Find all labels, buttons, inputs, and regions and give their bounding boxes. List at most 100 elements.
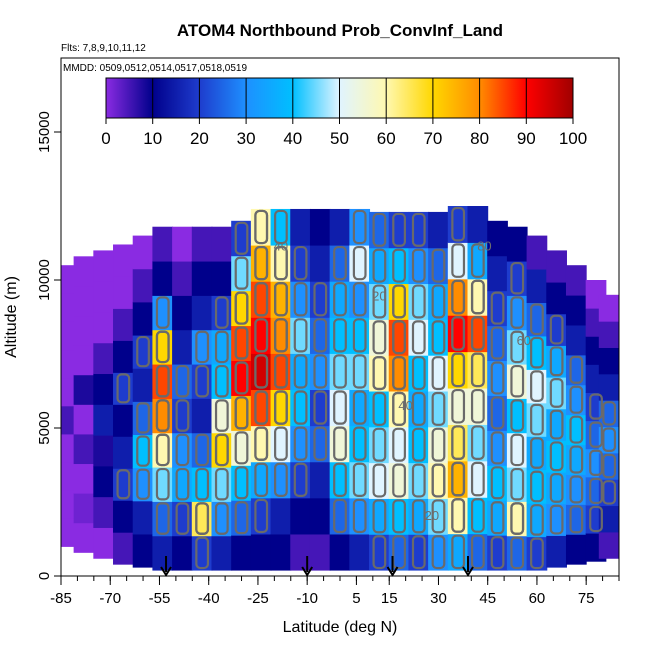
- heat-cell: [369, 319, 390, 356]
- heat-cell: [290, 245, 311, 282]
- heat-cell: [61, 490, 75, 519]
- heat-cell: [506, 364, 528, 399]
- contour-line: [214, 399, 229, 432]
- y-axis: 0 5000 10000 15000: [36, 111, 61, 580]
- heat-cell: [290, 533, 311, 571]
- contour-line: [451, 352, 466, 388]
- contour-line: [549, 346, 564, 377]
- heat-cell: [172, 226, 193, 262]
- contour-line: [510, 536, 525, 570]
- contour-line: [589, 477, 603, 505]
- flight-arrow: [462, 556, 474, 577]
- heat-cell: [172, 501, 193, 537]
- heat-cell: [152, 432, 174, 468]
- heat-cell: [506, 501, 528, 537]
- heat-cell: [250, 281, 272, 318]
- heat-cell: [231, 360, 252, 396]
- contour-line: [214, 467, 229, 501]
- contour-line: [136, 402, 150, 434]
- heat-cell: [388, 498, 410, 535]
- heat-cell: [487, 430, 508, 466]
- contour-line: [195, 364, 210, 398]
- heat-cell: [211, 295, 233, 331]
- heat-cell: [93, 465, 115, 498]
- contour-line: [569, 385, 584, 414]
- contour-line: [313, 354, 328, 389]
- heat-cell: [369, 426, 390, 464]
- heat-cell: [270, 425, 292, 463]
- heat-cell: [598, 294, 619, 322]
- colorbar-tick-label: 100: [559, 129, 587, 148]
- heat-cell: [152, 226, 174, 262]
- contour-line: [411, 499, 426, 534]
- contour-line: [274, 462, 288, 497]
- heat-cell: [467, 497, 489, 535]
- heat-cell: [408, 283, 430, 320]
- heat-cell: [61, 293, 75, 322]
- contour-line: [451, 388, 466, 424]
- colorbar: 0 10 20 30 40 50 60 70 80 90 100: [101, 77, 587, 148]
- heat-cell: [349, 425, 371, 463]
- contour-labels: 40 20 40 20 80 60: [274, 238, 531, 522]
- contour-line: [274, 245, 288, 281]
- contour-line: [602, 401, 617, 426]
- contour-line: [333, 390, 347, 425]
- contour-line: [274, 354, 288, 389]
- heat-cell: [526, 436, 548, 471]
- contour-line: [602, 427, 617, 452]
- heat-cell: [349, 389, 371, 427]
- heat-cell: [73, 315, 95, 346]
- heat-cell: [152, 501, 174, 537]
- contour-line: [155, 502, 170, 535]
- contour-line: [234, 501, 249, 535]
- heat-cell: [113, 276, 134, 309]
- heat-cell: [546, 408, 567, 441]
- contour-line: [352, 209, 367, 245]
- contour-line: [411, 212, 426, 247]
- contour-line: [254, 354, 269, 389]
- heat-cell: [428, 391, 449, 428]
- heat-cell: [467, 206, 489, 243]
- contour-line: [411, 248, 426, 283]
- heat-cell: [172, 364, 193, 399]
- contour-line: [234, 431, 249, 465]
- x-tick-label: -40: [198, 590, 220, 607]
- heat-cell: [598, 347, 619, 375]
- heat-cell: [487, 395, 508, 431]
- heat-cell: [132, 467, 154, 502]
- heat-cell: [290, 497, 311, 535]
- heat-cell: [73, 374, 95, 405]
- x-tick-label: -70: [99, 590, 121, 607]
- contour-line: [254, 390, 269, 425]
- contour-line: [254, 209, 269, 245]
- contour-line: [392, 212, 406, 247]
- contour-line: [372, 535, 387, 570]
- contour-line: [352, 282, 367, 317]
- heat-cell: [329, 461, 351, 499]
- heat-cell: [152, 261, 174, 296]
- heat-cell: [250, 353, 272, 391]
- heat-cell: [73, 285, 95, 317]
- heat-cell: [506, 295, 528, 331]
- contour-line: [254, 426, 269, 461]
- contour-line: [274, 282, 288, 317]
- heat-cell: [113, 404, 134, 437]
- heat-cell: [211, 398, 233, 434]
- heat-cell: [172, 329, 193, 365]
- contour-line: [451, 206, 466, 242]
- heat-cell: [598, 505, 619, 533]
- contour-line: [372, 427, 387, 462]
- contour-line: [451, 534, 466, 570]
- contour-line: [470, 243, 485, 278]
- heat-cell: [408, 247, 430, 285]
- contour-line: [392, 463, 406, 498]
- heat-cell: [447, 242, 469, 280]
- heat-cell: [329, 281, 351, 318]
- colorbar-tick-label: 60: [377, 129, 396, 148]
- heat-cell: [211, 432, 233, 468]
- heat-cell: [61, 405, 75, 435]
- heat-cell: [506, 226, 528, 262]
- contour-line: [569, 355, 584, 384]
- contour-line: [254, 462, 269, 497]
